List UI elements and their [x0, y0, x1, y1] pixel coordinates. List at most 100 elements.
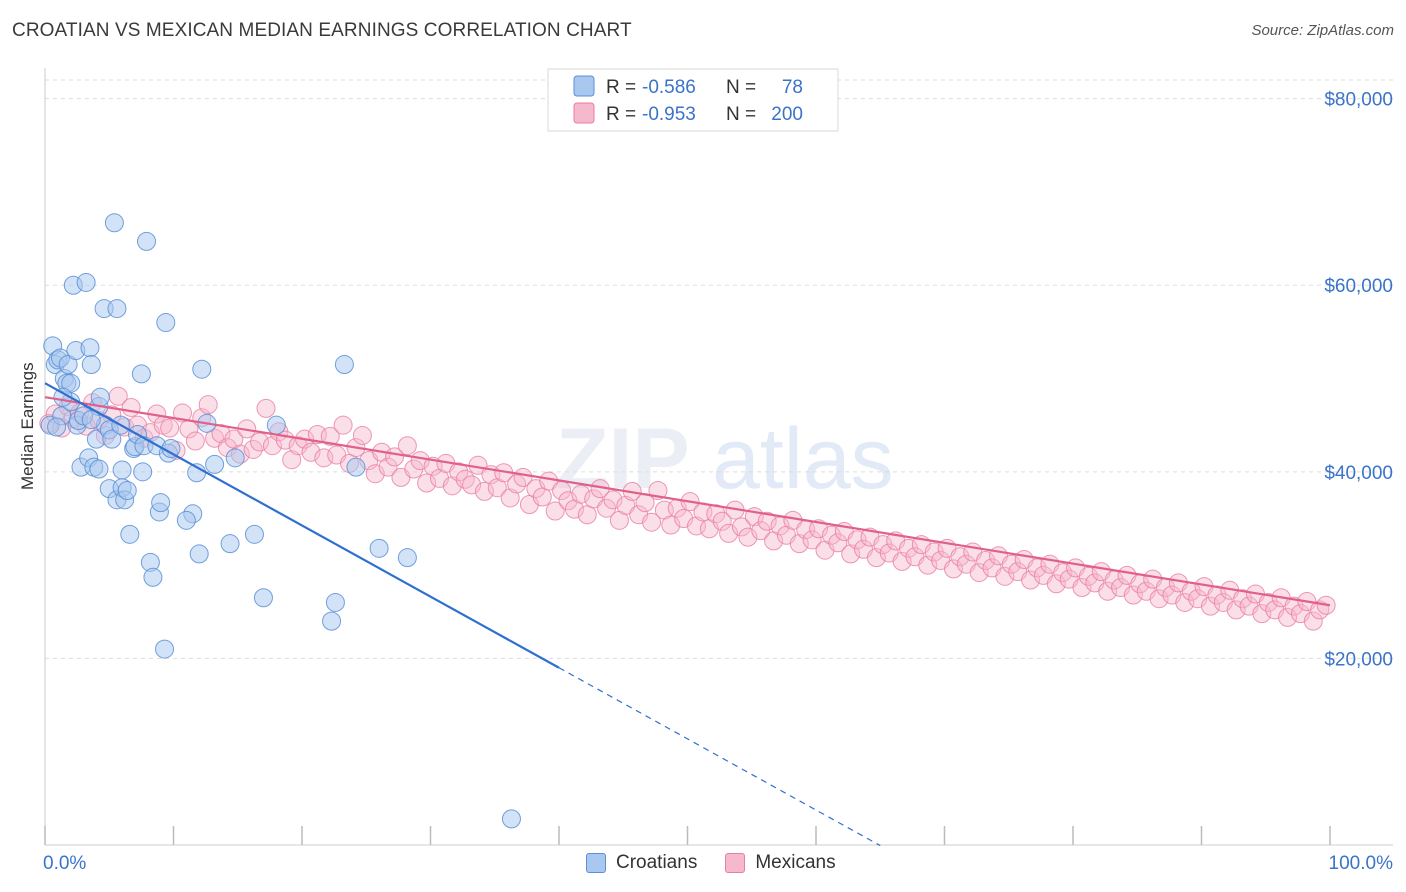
croatians-label: Croatians [616, 852, 698, 873]
mexicans-point [500, 488, 520, 508]
mexicans-point [211, 424, 231, 444]
mexicans-label: Mexicans [755, 852, 836, 873]
grid-lines [45, 79, 1393, 659]
croatians-point [76, 272, 96, 292]
croatians-point [107, 299, 127, 319]
mexicans-point [243, 439, 263, 459]
mexicans-point [474, 481, 494, 501]
mexicans-point [995, 566, 1015, 586]
legend-item-mexicans[interactable]: Mexicans [725, 852, 836, 874]
mexicans-point [943, 559, 963, 579]
chart-source: Source: ZipAtlas.com [1251, 22, 1394, 39]
mexicans-point [1258, 592, 1278, 612]
mexicans-point [1149, 589, 1169, 609]
y-tick-label: $40,000 [1324, 463, 1393, 484]
legend-r-value-1: -0.586 [642, 77, 696, 98]
mexicans-point [642, 512, 662, 532]
croatians-point [112, 460, 132, 480]
croatians-point [131, 364, 151, 384]
y-tick-label: $60,000 [1324, 276, 1393, 297]
mexicans-point [1046, 574, 1066, 594]
mexicans-point [1284, 596, 1304, 616]
mexicans-point [282, 450, 302, 470]
y-tick-labels: $20,000 $40,000 $60,000 $80,000 [1324, 90, 1393, 671]
legend-swatch-croatians [573, 75, 595, 97]
croatians-point [133, 462, 153, 482]
legend-item-croatians[interactable]: Croatians [586, 852, 697, 874]
mexicans-point [333, 415, 353, 435]
bottom-legend: Croatians Mexicans [586, 852, 864, 874]
legend-swatch-mexicans [573, 102, 595, 124]
mexicans-point [545, 501, 565, 521]
mexicans-point [352, 425, 372, 445]
legend-n-value-1: 78 [782, 77, 803, 98]
x-tick-label-max: 100.0% [1329, 853, 1394, 874]
croatians-swatch [586, 853, 606, 873]
croatians-point [156, 313, 176, 333]
mexicans-point [828, 533, 848, 553]
mexicans-point [841, 544, 861, 564]
croatians-point [104, 213, 124, 233]
mexicans-point [603, 490, 623, 510]
mexicans-swatch [725, 853, 746, 873]
mexicans-point [571, 484, 591, 504]
croatians-point [189, 544, 209, 564]
mexicans-point [616, 495, 636, 515]
mexicans-point [417, 473, 437, 493]
y-tick-label: $80,000 [1324, 90, 1393, 111]
mexicans-point [821, 525, 841, 545]
croatians-point [89, 459, 109, 479]
mexicans-point [584, 489, 604, 509]
mexicans-point [757, 511, 777, 531]
croatians-point [334, 355, 354, 375]
stats-legend: R = -0.586 N = 78 R = -0.953 N = 200 [547, 68, 839, 132]
croatians-point [220, 534, 240, 554]
legend-r-label-2: R = [606, 104, 636, 125]
mexicans-point [256, 398, 276, 418]
mexicans-point [712, 511, 732, 531]
mexicans-point [1226, 600, 1246, 620]
mexicans-point [185, 431, 205, 451]
croatians-point [244, 524, 264, 544]
y-tick-label: $20,000 [1324, 649, 1393, 670]
croatians-point [322, 611, 342, 631]
croatians-point [397, 548, 417, 568]
croatians-point [369, 538, 389, 558]
mexicans-point [1303, 611, 1323, 631]
mexicans-point [731, 517, 751, 537]
croatians-point [117, 480, 137, 500]
watermark-atlas: atlas [712, 411, 894, 507]
mexicans-point [1252, 604, 1272, 624]
mexicans-point [802, 530, 822, 550]
croatians-point [346, 457, 366, 477]
croatians-point [151, 493, 171, 513]
mexicans-point [121, 397, 141, 417]
croatians-point [47, 417, 67, 437]
mexicans-point [198, 395, 218, 415]
mexicans-point [320, 426, 340, 446]
mexicans-point [378, 457, 398, 477]
legend-n-label-1: N = [726, 77, 756, 98]
croatians-point [325, 592, 345, 612]
croatians-trend-line [44, 382, 560, 669]
croatians-point [155, 639, 175, 659]
mexicans-point [1200, 596, 1220, 616]
x-tick-label-min: 0.0% [43, 853, 86, 874]
croatians-point [143, 567, 163, 587]
mexicans-point [751, 521, 771, 541]
mexicans-point [397, 436, 417, 456]
x-tick-labels: 0.0% 100.0% [43, 853, 1393, 874]
croatians-point [192, 359, 212, 379]
mexicans-point [1001, 554, 1021, 574]
croatians-point [253, 588, 273, 608]
croatians-point [102, 429, 122, 449]
mexicans-point [301, 442, 321, 462]
mexicans-point [1021, 570, 1041, 590]
croatians-point [81, 355, 101, 375]
mexicans-point [1072, 578, 1092, 598]
legend-r-label-1: R = [606, 77, 636, 98]
croatians-point [501, 809, 521, 829]
mexicans-point [1123, 585, 1143, 605]
mexicans-point [1027, 558, 1047, 578]
